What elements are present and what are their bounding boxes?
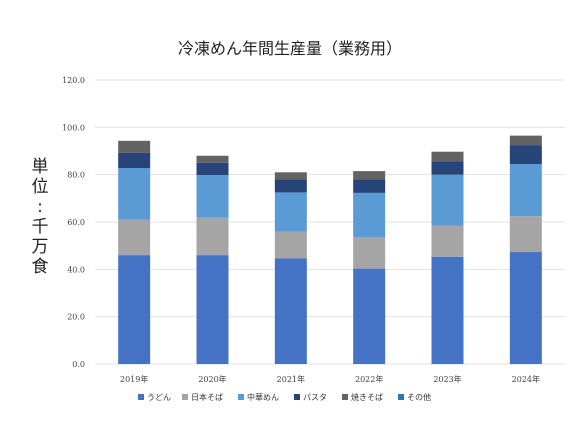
- bar-segment: [196, 155, 229, 163]
- legend-label: 日本そば: [191, 392, 223, 402]
- bar-segment: [431, 174, 464, 226]
- legend-label: その他: [407, 392, 431, 402]
- gridlines: [95, 79, 565, 365]
- bar-segment: [353, 179, 386, 193]
- bar-segment: [196, 217, 229, 256]
- legend-swatch: [294, 394, 300, 400]
- legend-swatch: [138, 394, 144, 400]
- legend-swatch: [342, 394, 348, 400]
- x-tick-label: 2019年: [120, 374, 148, 384]
- bar-segment: [431, 151, 464, 162]
- bar-segment: [274, 231, 307, 259]
- bar-segment: [274, 192, 307, 232]
- bar-segment: [118, 255, 151, 364]
- bar-segment: [509, 135, 542, 146]
- bar-segment: [509, 145, 542, 165]
- bar-segment: [274, 172, 307, 180]
- bar-segment: [353, 237, 386, 269]
- y-tick-label: 20.0: [67, 313, 85, 322]
- bar-segment: [509, 252, 542, 364]
- bar-segment: [118, 219, 151, 256]
- bar-segment: [509, 216, 542, 253]
- y-axis-label: 単位:千万食: [32, 157, 49, 277]
- y-axis-label-char: 単: [32, 157, 49, 177]
- x-tick-label: 2023年: [433, 374, 461, 384]
- y-tick-label: 0.0: [72, 360, 85, 369]
- bar-segment: [118, 140, 151, 153]
- bar-segment: [353, 171, 386, 180]
- bar-segment: [509, 164, 542, 217]
- y-tick-label: 80.0: [67, 171, 85, 180]
- y-axis-label-char: 万: [32, 237, 49, 257]
- legend-swatch: [398, 394, 404, 400]
- x-tick-label: 2021年: [277, 374, 305, 384]
- legend-label: パスタ: [303, 393, 327, 402]
- bar-segment: [353, 268, 386, 364]
- bar-segment: [196, 255, 229, 364]
- y-tick-label: 120.0: [62, 76, 85, 85]
- x-tick-label: 2020年: [198, 374, 226, 384]
- y-axis-label-char: :: [37, 197, 43, 217]
- y-axis-label-char: 千: [32, 217, 49, 237]
- legend-label: 中華めん: [247, 392, 279, 402]
- bar-segment: [431, 225, 464, 257]
- bars: [118, 135, 542, 364]
- bar-segment: [196, 175, 229, 218]
- legend-label: 焼きそば: [351, 393, 383, 402]
- bar-segment: [274, 179, 307, 193]
- legend-swatch: [238, 394, 244, 400]
- bar-segment: [431, 161, 464, 175]
- legend-swatch: [182, 394, 188, 400]
- chart-title: 冷凍めん年間生産量（業務用）: [178, 39, 402, 58]
- bar-segment: [196, 162, 229, 176]
- x-tick-label: 2024年: [512, 374, 540, 384]
- x-tick-label: 2022年: [355, 374, 383, 384]
- legend-label: うどん: [147, 393, 171, 402]
- y-axis-ticks: 0.0 20.0 40.0 60.0 80.0 100.0 120.0: [62, 76, 85, 369]
- bar-segment: [431, 256, 464, 364]
- bar-segment: [118, 168, 151, 220]
- bar-segment: [353, 192, 386, 238]
- y-tick-label: 100.0: [62, 123, 85, 132]
- legend: うどん 日本そば 中華めん パスタ 焼きそば その他: [138, 392, 431, 402]
- bar-segment: [274, 258, 307, 364]
- y-tick-label: 60.0: [67, 218, 85, 227]
- y-axis-label-char: 食: [32, 257, 49, 277]
- bar-segment: [118, 152, 151, 169]
- y-axis-label-char: 位: [32, 177, 49, 197]
- y-tick-label: 40.0: [67, 265, 85, 274]
- x-axis-ticks: 2019年 2020年 2021年 2022年 2023年 2024年: [120, 374, 540, 384]
